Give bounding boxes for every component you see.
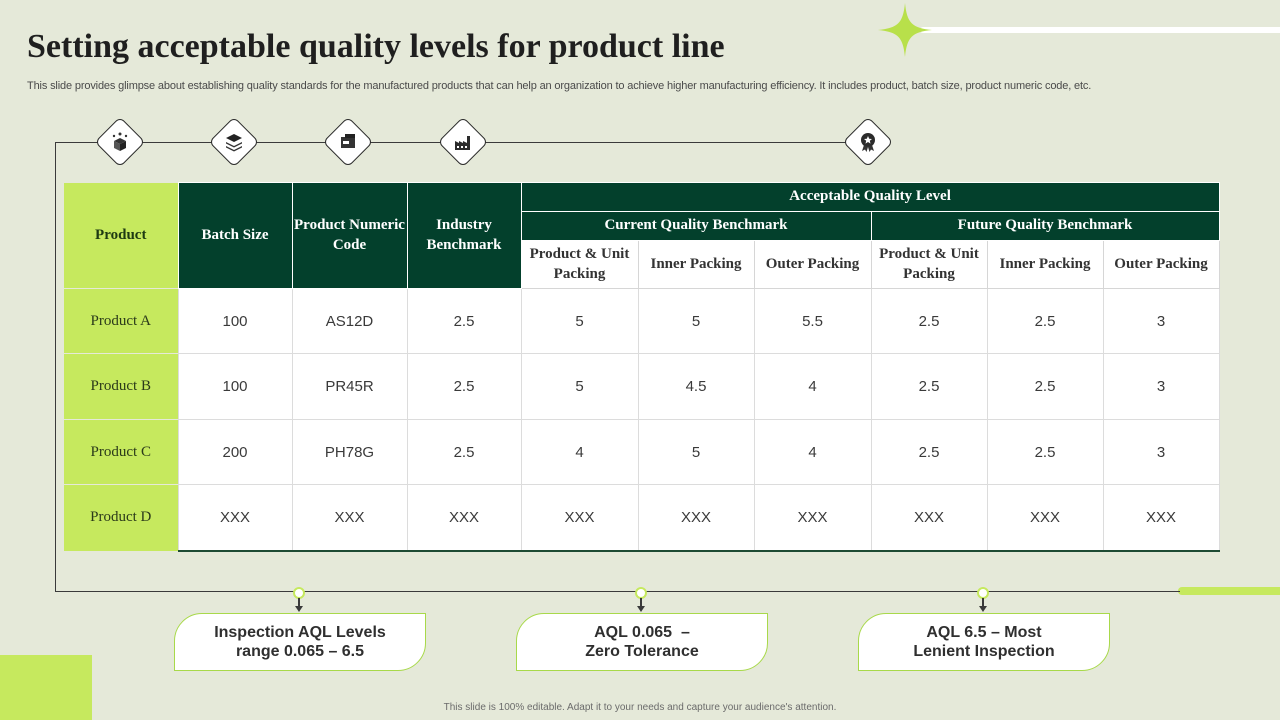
cell-future-inner: 2.5 [986,353,1104,420]
cell-numeric-code: AS12D [291,288,408,354]
header-aql: Acceptable Quality Level [520,182,1220,212]
cell-current-unit: 4 [520,419,639,485]
subheader-current-inner-packing: Inner Packing [637,240,755,289]
callout-line: Zero Tolerance [585,643,699,660]
cell-future-outer: 3 [1102,353,1220,420]
footer-note: This slide is 100% editable. Adapt it to… [443,702,837,713]
cell-numeric-code: PH78G [291,419,408,485]
header-future-benchmark: Future Quality Benchmark [870,211,1220,241]
cell-future-unit: XXX [870,484,988,552]
subheader-future-unit-packing: Product & Unit Packing [870,240,988,289]
subheader-future-outer-packing: Outer Packing [1102,240,1220,289]
subheader-future-inner-packing: Inner Packing [986,240,1104,289]
connector-arrow [634,587,648,615]
box-star-icon [94,116,146,168]
cell-batch-size: 200 [177,419,293,485]
cell-current-unit: 5 [520,353,639,420]
callout-line: AQL 6.5 – Most [926,623,1042,641]
callout-line: range 0.065 – 6.5 [235,643,365,660]
sparkle-icon [878,3,932,57]
cell-industry-benchmark: 2.5 [406,288,522,354]
connector-arrow [292,587,306,615]
cell-current-inner: 5 [637,288,755,354]
decorative-bar [1178,587,1280,595]
cell-future-inner: 2.5 [986,419,1104,485]
cell-current-outer: 4 [753,419,872,485]
page-title: Setting acceptable quality levels for pr… [27,28,725,65]
layers-icon [208,116,260,168]
callout-line: Lenient Inspection [913,643,1055,660]
factory-icon [437,116,489,168]
cell-future-inner: 2.5 [986,288,1104,354]
header-product: Product [64,182,179,289]
callout-zero-tolerance: AQL 0.065 – Zero Tolerance [516,613,768,671]
cell-current-unit: XXX [520,484,639,552]
cell-industry-benchmark: 2.5 [406,353,522,420]
header-batch-size: Batch Size [177,182,293,289]
cell-batch-size: 100 [177,353,293,420]
cell-batch-size: 100 [177,288,293,354]
award-badge-icon [842,116,894,168]
callout-lenient-inspection: AQL 6.5 – Most Lenient Inspection [858,613,1110,671]
page-subtitle: This slide provides glimpse about establ… [27,80,1092,92]
cell-future-inner: XXX [986,484,1104,552]
subheader-current-unit-packing: Product & Unit Packing [520,240,639,289]
decorative-corner-block [0,655,92,720]
callout-aql-range: Inspection AQL Levels range 0.065 – 6.5 [174,613,426,671]
cell-future-outer: 3 [1102,419,1220,485]
cell-future-unit: 2.5 [870,288,988,354]
cell-industry-benchmark: XXX [406,484,522,552]
row-product-label: Product B [64,353,178,420]
row-product-label: Product D [64,484,178,551]
header-industry-benchmark: Industry Benchmark [406,182,522,289]
cell-industry-benchmark: 2.5 [406,419,522,485]
cell-current-outer: 4 [753,353,872,420]
table-row: Product A 100 AS12D 2.5 5 5 5.5 2.5 2.5 … [64,288,1220,354]
cell-current-inner: XXX [637,484,755,552]
diagram-frame [55,142,1180,592]
subheader-current-outer-packing: Outer Packing [753,240,872,289]
row-product-label: Product A [64,288,178,354]
cell-current-outer: 5.5 [753,288,872,354]
cell-current-inner: 4.5 [637,353,755,420]
callout-line: AQL 0.065 – [594,623,690,641]
callout-line: Inspection AQL Levels [214,623,386,641]
cell-numeric-code: XXX [291,484,408,552]
cell-future-unit: 2.5 [870,419,988,485]
cell-future-outer: 3 [1102,288,1220,354]
cell-current-inner: 5 [637,419,755,485]
cell-current-outer: XXX [753,484,872,552]
aql-table: Product Batch Size Product Numeric Code … [64,182,1220,552]
cell-future-outer: XXX [1102,484,1220,552]
cell-numeric-code: PR45R [291,353,408,420]
header-numeric-code: Product Numeric Code [291,182,408,289]
decorative-line [920,27,1280,33]
header-current-benchmark: Current Quality Benchmark [520,211,872,241]
connector-arrow [976,587,990,615]
table-row: Product C 200 PH78G 2.5 4 5 4 2.5 2.5 3 [64,419,1220,485]
cell-future-unit: 2.5 [870,353,988,420]
cell-current-unit: 5 [520,288,639,354]
table-row: Product D XXX XXX XXX XXX XXX XXX XXX XX… [64,484,1220,552]
cell-batch-size: XXX [177,484,293,552]
row-product-label: Product C [64,419,178,485]
shipping-box-icon [322,116,374,168]
table-row: Product B 100 PR45R 2.5 5 4.5 4 2.5 2.5 … [64,353,1220,420]
